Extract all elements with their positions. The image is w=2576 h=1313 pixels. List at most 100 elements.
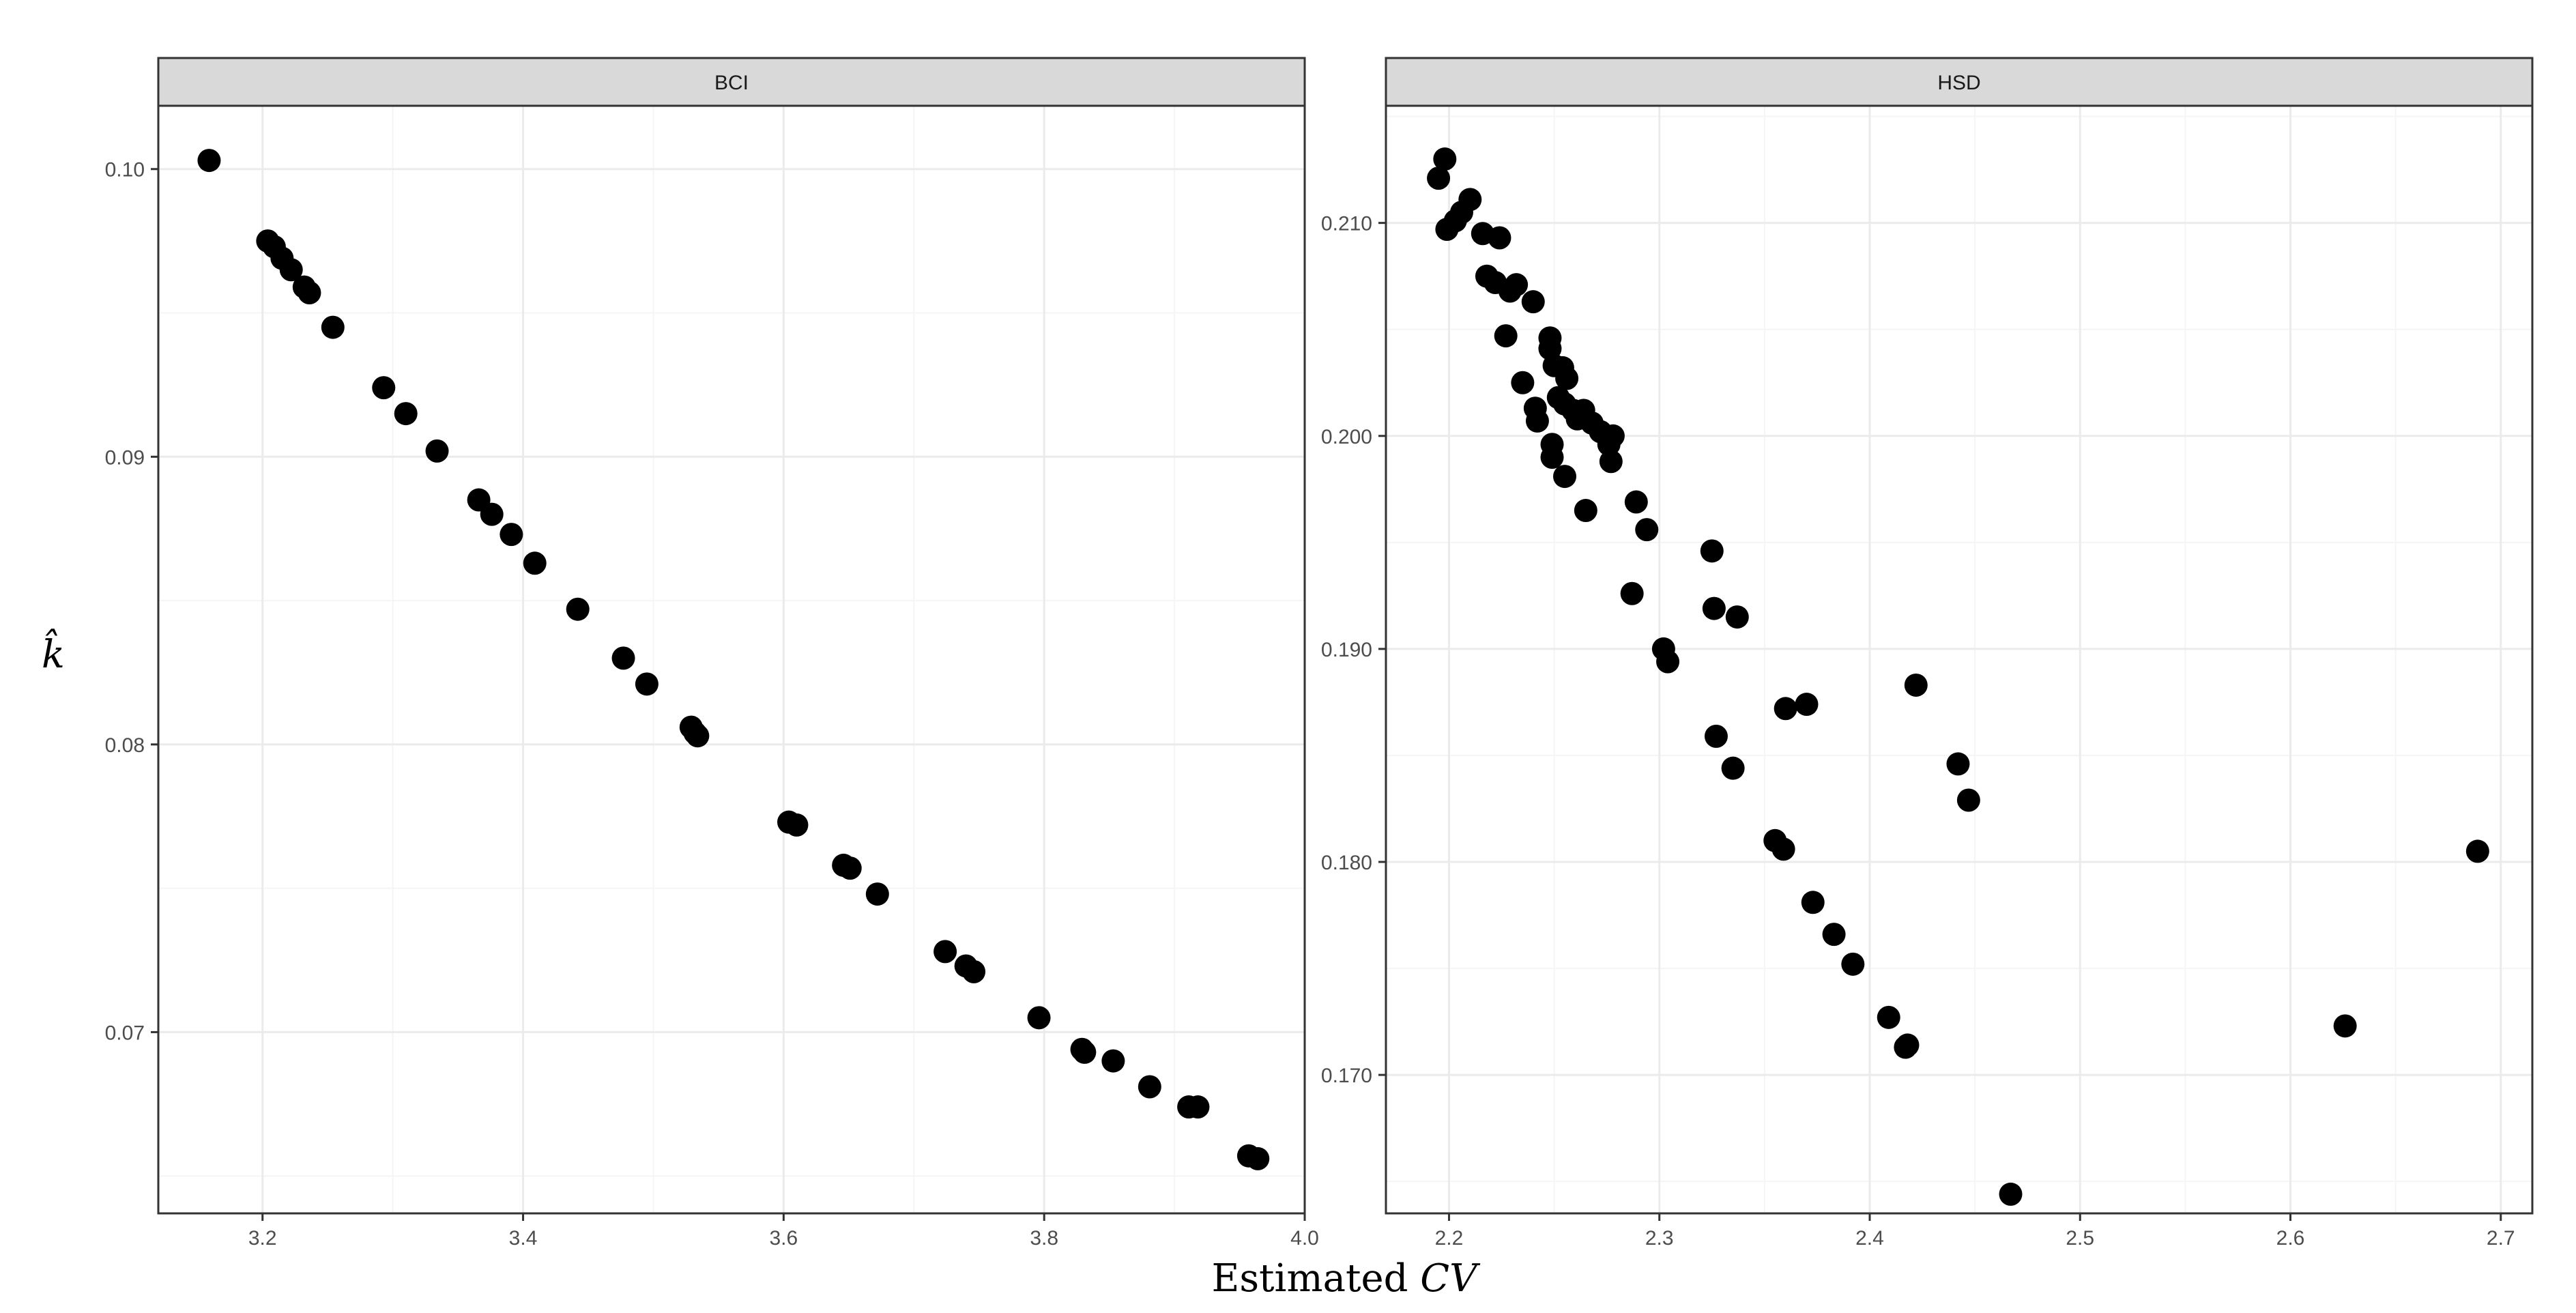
bci-data-point: [279, 258, 303, 282]
bci-data-point: [686, 724, 710, 748]
bci-data-point: [611, 646, 635, 670]
hsd-data-point: [1488, 226, 1511, 250]
x-axis-title-math: CV: [1420, 1256, 1481, 1301]
bci-y-tick-label: 0.10: [105, 159, 145, 182]
hsd-data-point: [1599, 450, 1623, 474]
bci-data-point: [566, 597, 590, 621]
bci-data-point: [298, 281, 321, 305]
hsd-data-point: [1601, 424, 1625, 448]
hsd-x-tick-label: 2.7: [2487, 1227, 2515, 1250]
x-axis-title: Estimated CV: [1211, 1256, 1481, 1301]
bci-data-point: [1027, 1006, 1051, 1030]
hsd-y-tick-label: 0.210: [1321, 213, 1372, 235]
hsd-data-point: [1877, 1005, 1900, 1029]
bci-x-tick-label: 3.4: [509, 1227, 538, 1250]
hsd-data-point: [1956, 788, 1980, 812]
bci-data-point: [865, 882, 889, 906]
hsd-data-point: [1525, 409, 1549, 433]
hsd-data-point: [1620, 581, 1644, 605]
bci-data-point: [962, 960, 986, 983]
hsd-y-tick-label: 0.200: [1321, 426, 1372, 448]
hsd-x-tick-label: 2.6: [2276, 1227, 2305, 1250]
hsd-x-tick-label: 2.4: [1855, 1227, 1884, 1250]
bci-y-tick-label: 0.07: [105, 1022, 145, 1044]
hsd-data-point: [1801, 891, 1825, 914]
bci-y-tick-label: 0.08: [105, 734, 145, 757]
panel-bci: BCI 3.2 3.4 3.6 3.8 4.0 0.07 0.08 0.09 0.10: [105, 57, 1319, 1250]
hsd-strip-label: HSD: [1937, 72, 1980, 94]
bci-strip: [157, 57, 1306, 107]
hsd-data-point: [1624, 490, 1648, 514]
bci-axes: 3.2 3.4 3.6 3.8 4.0 0.07 0.08 0.09 0.10: [105, 159, 1319, 1250]
bci-x-tick-label: 4.0: [1290, 1227, 1319, 1250]
bci-data-point: [480, 502, 504, 526]
bci-data-point: [838, 856, 862, 880]
hsd-data-point: [1721, 756, 1745, 780]
bci-data-point: [425, 439, 449, 463]
bci-data-point: [1246, 1146, 1270, 1170]
hsd-data-point: [1540, 445, 1564, 469]
hsd-data-point: [1511, 371, 1535, 394]
hsd-data-point: [1427, 167, 1451, 190]
hsd-data-point: [1841, 952, 1865, 976]
hsd-data-point: [1521, 290, 1545, 314]
bci-data-point: [1138, 1075, 1161, 1099]
bci-data-point: [1073, 1040, 1097, 1064]
hsd-panel-border: [1385, 104, 2534, 1215]
hsd-data-point: [2465, 839, 2489, 863]
hsd-data-point: [1635, 518, 1659, 542]
hsd-data-point: [1505, 273, 1529, 297]
bci-x-tick-label: 3.2: [248, 1227, 277, 1250]
bci-data-point: [500, 523, 523, 547]
hsd-data-point: [1896, 1033, 1920, 1057]
hsd-data-point: [1702, 596, 1726, 620]
bci-data-point: [321, 315, 345, 339]
hsd-data-point: [1458, 188, 1482, 212]
bci-data-point: [394, 402, 418, 426]
hsd-data-point: [1574, 499, 1597, 523]
hsd-axes: 2.2 2.3 2.4 2.5 2.6 2.7 0.170 0.180 0.190 0.200 0.…: [1321, 213, 2515, 1250]
bci-data-point: [635, 672, 659, 696]
bci-data-point: [934, 940, 957, 964]
bci-grid: [158, 106, 1306, 1213]
hsd-data-point: [1771, 837, 1795, 861]
hsd-data-point: [1999, 1182, 2023, 1206]
hsd-data-point: [1704, 724, 1728, 748]
y-axis-title: k̂: [42, 628, 65, 677]
hsd-data-point: [1700, 539, 1724, 563]
hsd-data-point: [1555, 366, 1579, 390]
hsd-points: [1427, 147, 2489, 1206]
hsd-data-point: [1795, 693, 1819, 717]
hsd-x-tick-label: 2.5: [2066, 1227, 2094, 1250]
hsd-data-point: [2333, 1014, 2357, 1038]
bci-data-point: [523, 551, 547, 575]
hsd-y-tick-label: 0.180: [1321, 852, 1372, 874]
hsd-data-point: [1553, 465, 1577, 489]
hsd-x-tick-label: 2.3: [1645, 1227, 1674, 1250]
hsd-strip: [1385, 57, 2534, 107]
bci-y-tick-label: 0.09: [105, 446, 145, 469]
panel-hsd: HSD 2.2 2.3 2.4 2.5 2.6 2.7 0.170 0.180 0.190 0.2…: [1321, 57, 2534, 1250]
x-axis-title-text: Estimated: [1211, 1256, 1420, 1301]
bci-points: [197, 149, 1270, 1170]
bci-strip-label: BCI: [714, 72, 749, 94]
hsd-data-point: [1774, 697, 1797, 721]
bci-x-tick-label: 3.8: [1030, 1227, 1058, 1250]
bci-data-point: [1186, 1095, 1210, 1119]
bci-x-tick-label: 3.6: [770, 1227, 798, 1250]
hsd-data-point: [1656, 650, 1680, 674]
bci-panel-border: [157, 104, 1306, 1215]
hsd-data-point: [1494, 324, 1518, 348]
bci-data-point: [372, 376, 396, 400]
hsd-data-point: [1946, 752, 1970, 776]
hsd-x-tick-label: 2.2: [1435, 1227, 1464, 1250]
hsd-grid: [1386, 106, 2532, 1213]
hsd-data-point: [1433, 147, 1457, 171]
bci-data-point: [197, 149, 221, 173]
hsd-y-tick-label: 0.190: [1321, 639, 1372, 661]
hsd-data-point: [1822, 923, 1846, 947]
hsd-data-point: [1725, 605, 1749, 629]
bci-data-point: [785, 813, 809, 837]
bci-data-point: [1101, 1049, 1125, 1073]
